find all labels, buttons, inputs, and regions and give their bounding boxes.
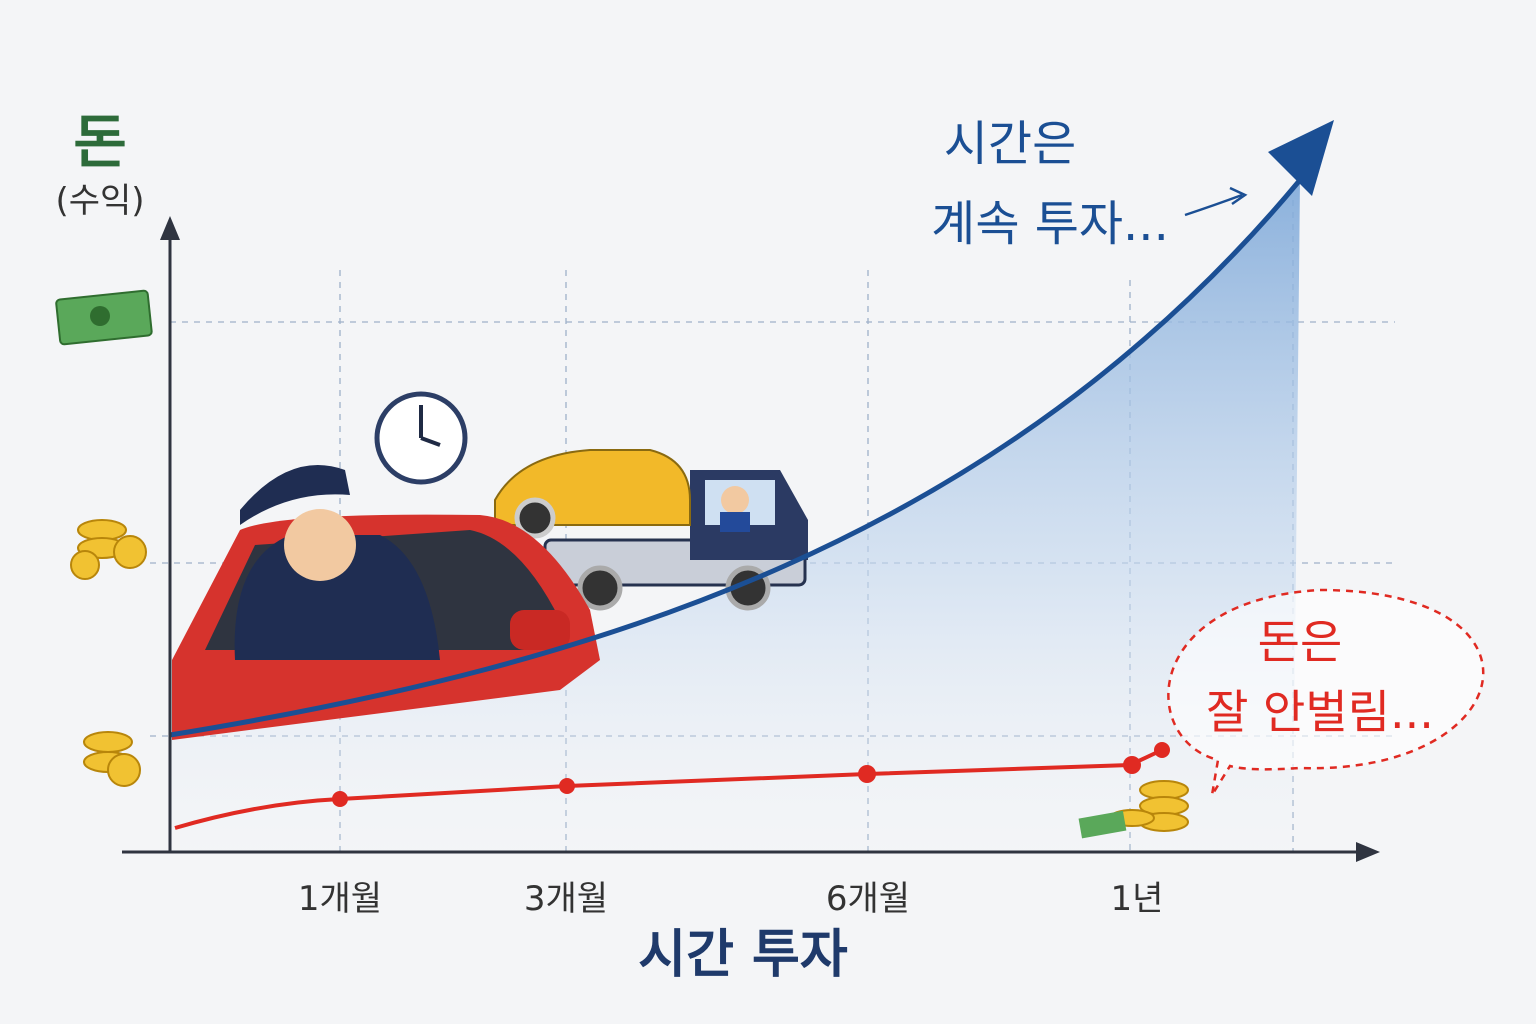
income-dot xyxy=(559,778,575,794)
annotation-red: 돈은 xyxy=(1258,615,1343,669)
y-axis-label: 돈 xyxy=(73,108,126,176)
x-axis-label: 시간 투자 xyxy=(638,925,848,985)
annotation-red: 잘 안벌림... xyxy=(1206,685,1434,739)
income-dot xyxy=(858,765,876,783)
speech-bubble xyxy=(1167,588,1485,796)
y-arrow xyxy=(160,216,180,240)
income-dot xyxy=(1123,756,1141,774)
x-tick-label: 1개월 xyxy=(298,879,382,919)
driver-car xyxy=(172,465,600,740)
income-path xyxy=(174,748,1163,830)
growth-curve xyxy=(169,178,1302,738)
x-arrow xyxy=(1356,842,1380,862)
annotation-blue: 시간은 xyxy=(944,116,1076,172)
x-tick-label: 3개월 xyxy=(524,879,608,919)
curve-arrowhead xyxy=(1268,120,1334,196)
clock xyxy=(374,391,468,485)
income-dot xyxy=(1154,742,1170,758)
x-tick-label: 6개월 xyxy=(826,879,910,919)
income-line xyxy=(174,742,1170,830)
annotation-arrow xyxy=(1184,186,1248,217)
x-tick-label: 1년 xyxy=(1111,879,1164,919)
income-dot xyxy=(332,791,348,807)
annotation-blue: 계속 투자... xyxy=(931,196,1169,252)
money-icons xyxy=(55,289,1189,839)
y-axis-sublabel: (수익) xyxy=(55,181,144,221)
